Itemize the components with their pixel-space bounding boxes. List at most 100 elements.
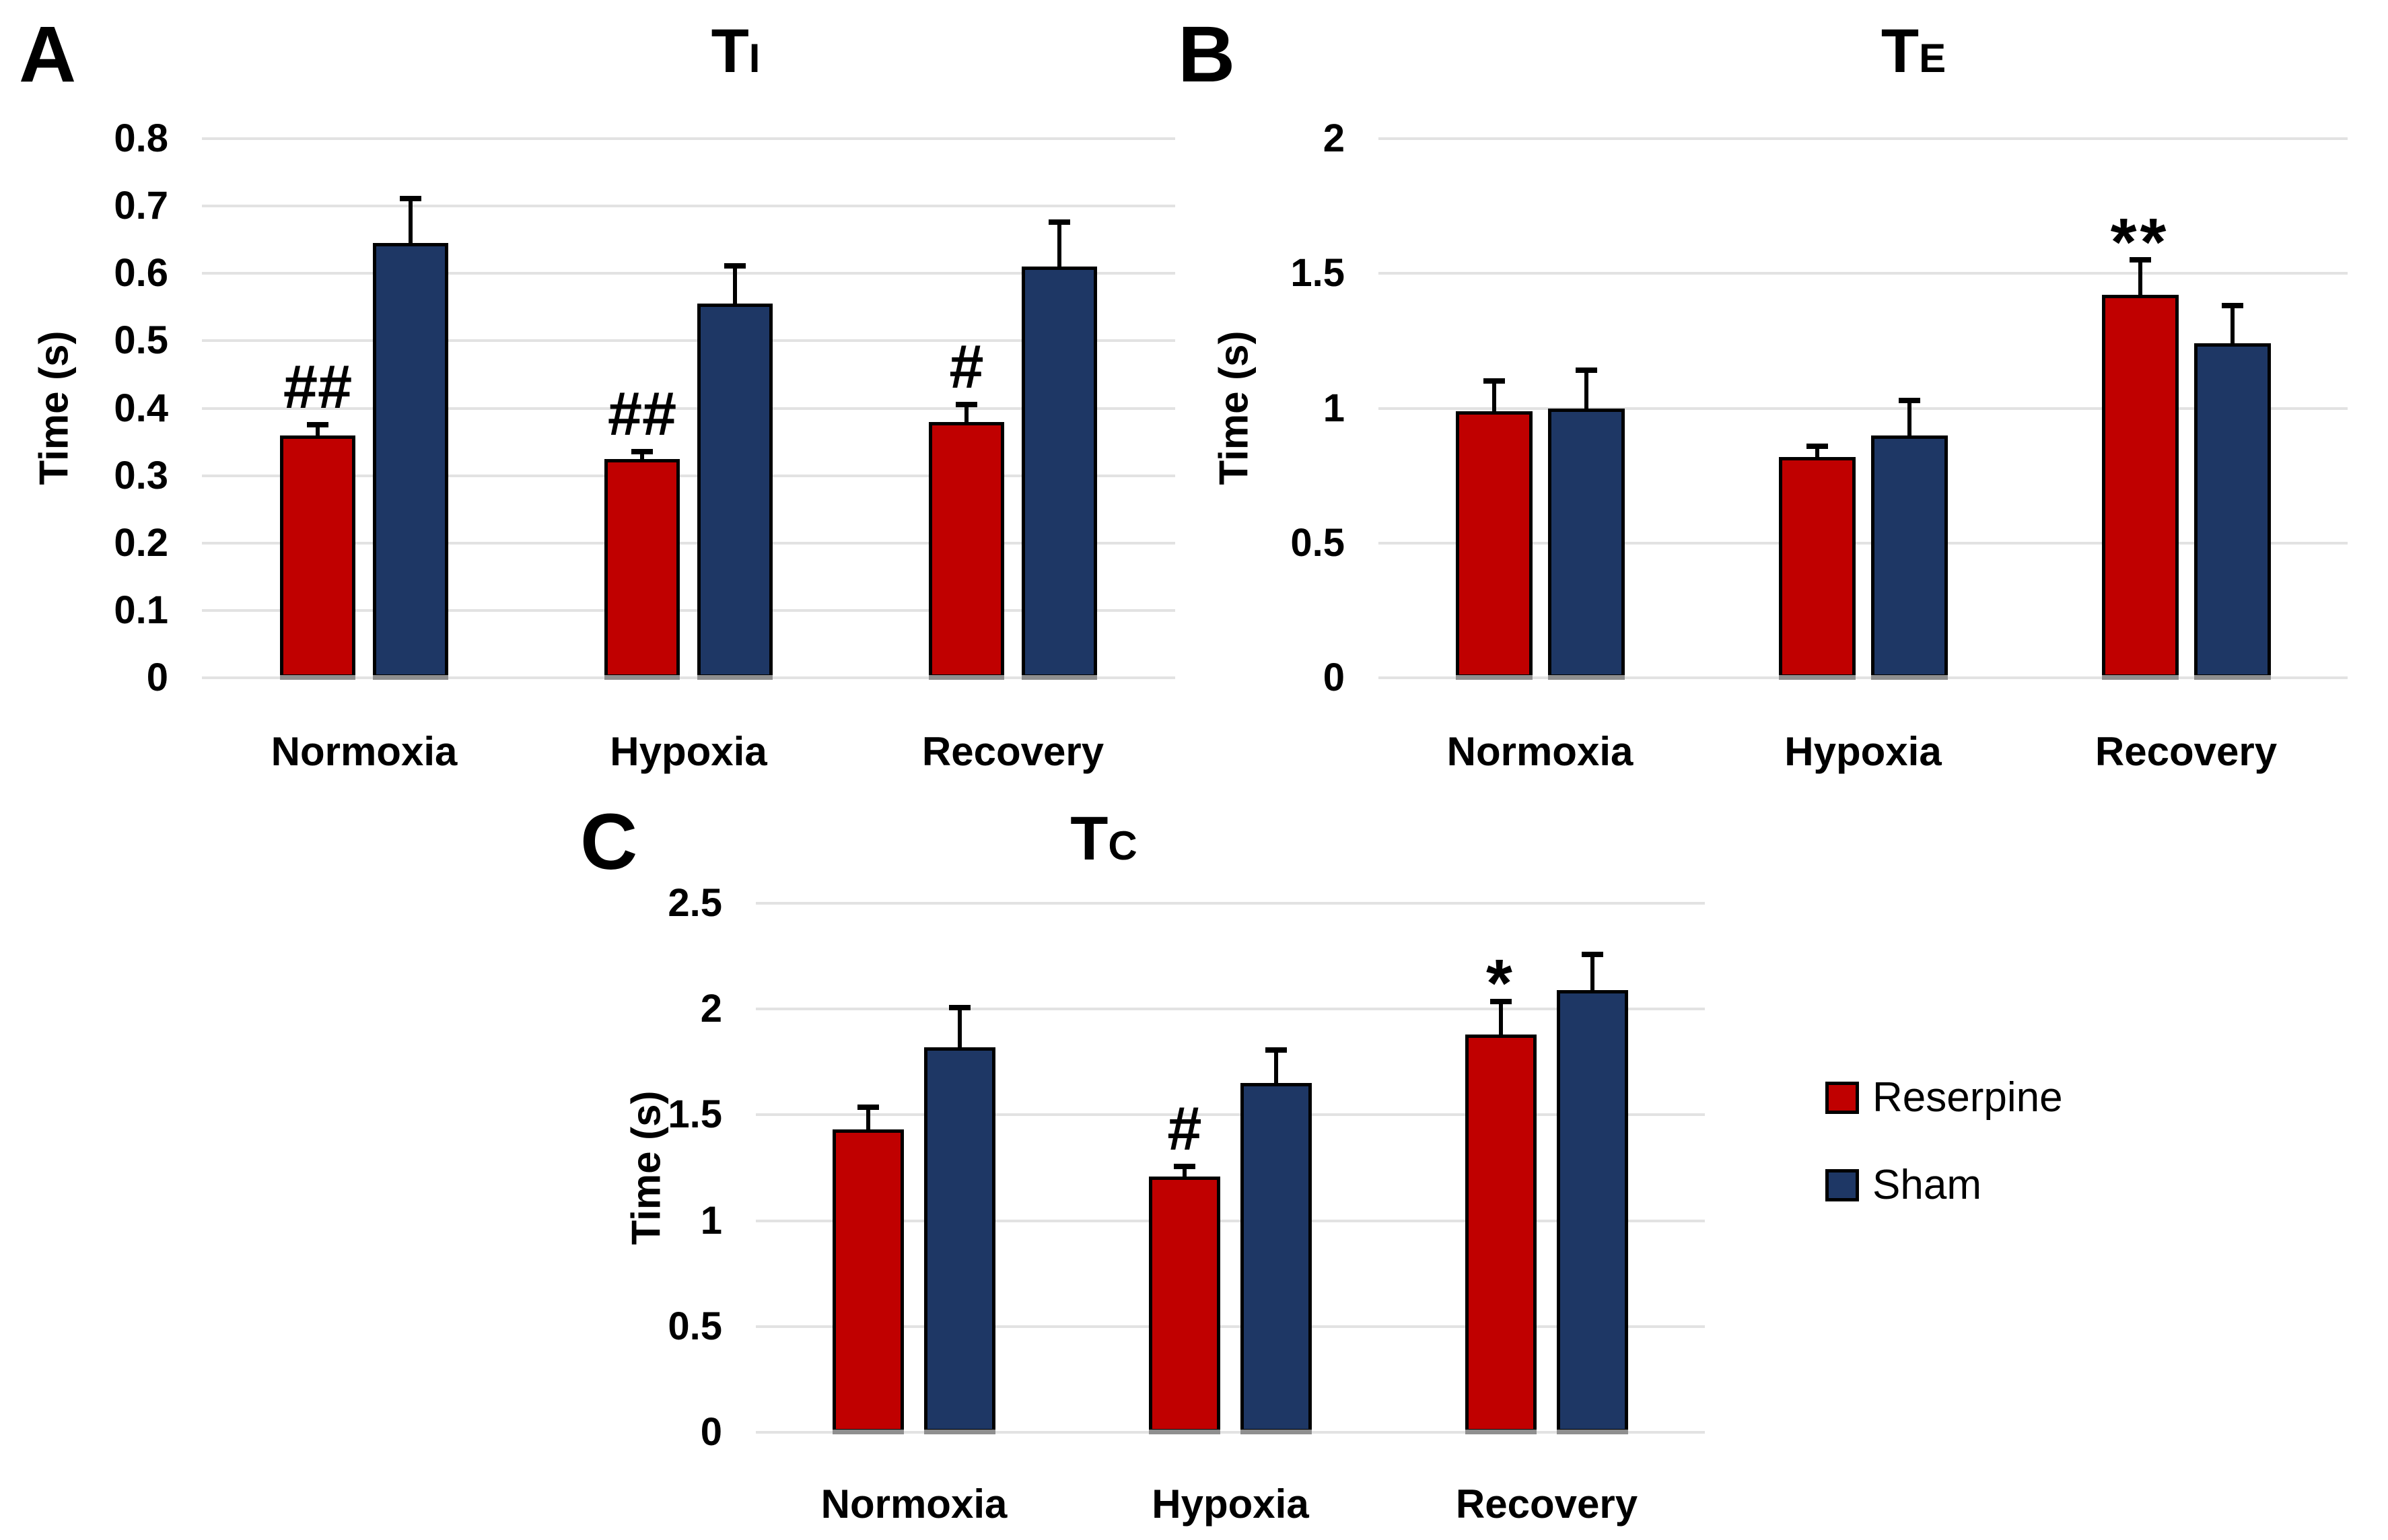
- gridline: [202, 541, 1175, 545]
- bar-group-hypoxia: #: [1149, 903, 1312, 1434]
- bar-slot-sham-normoxia: [1547, 139, 1625, 680]
- significance-marker: #: [949, 332, 984, 401]
- bar-base-shadow: [1455, 675, 1533, 680]
- bar-base-shadow: [924, 1430, 995, 1434]
- x-category-label-hypoxia: Hypoxia: [610, 729, 767, 774]
- error-bar-cap: [1483, 378, 1505, 384]
- bar-base-shadow: [1557, 1430, 1628, 1434]
- y-tick-label: 0: [700, 1410, 722, 1454]
- bar-slot-sham-hypoxia: [1870, 139, 1948, 680]
- bar-reserpine-hypoxia: [604, 458, 680, 680]
- y-tick-label: 0.1: [114, 588, 168, 632]
- x-category-label-recovery: Recovery: [921, 729, 1104, 774]
- chart-title-main: T: [711, 17, 749, 85]
- error-bar-cap: [724, 263, 746, 269]
- bar-base-shadow: [604, 675, 680, 680]
- bar-base-shadow: [1022, 675, 1097, 680]
- error-bar: [1483, 378, 1505, 411]
- gridline: [202, 205, 1175, 208]
- chart-title-subscript: E: [1919, 36, 1946, 81]
- bar-slot-sham-hypoxia: [1240, 903, 1312, 1434]
- error-bar: [1174, 1163, 1195, 1177]
- panel-letter-b: B: [1178, 10, 1236, 99]
- bar-sham-hypoxia: [1870, 435, 1948, 680]
- error-bar: [949, 1004, 971, 1047]
- bar-base-shadow: [1149, 1430, 1220, 1434]
- error-bar: [1490, 998, 1512, 1035]
- error-bar-cap: [1806, 443, 1828, 449]
- error-bar: [400, 196, 421, 244]
- bar-slot-reserpine-hypoxia: #: [1149, 903, 1220, 1434]
- error-bar: [2129, 257, 2151, 295]
- bar-reserpine-normoxia: [833, 1129, 904, 1434]
- bar-slot-reserpine-normoxia: [1455, 139, 1533, 680]
- gridline: [1378, 272, 2348, 275]
- bar-slot-sham-recovery: [1557, 903, 1628, 1434]
- bar-slot-reserpine-normoxia: ##: [280, 139, 355, 680]
- y-tick-label: 1.5: [1290, 251, 1345, 295]
- y-tick-label: 0.3: [114, 453, 168, 497]
- gridline: [202, 474, 1175, 477]
- legend-item-reserpine: Reserpine: [1825, 1076, 2063, 1120]
- error-bar-cap: [2129, 257, 2151, 263]
- bar-base-shadow: [2101, 675, 2179, 680]
- y-tick-label: 2: [1323, 116, 1345, 160]
- bar-base-shadow: [1465, 1430, 1537, 1434]
- y-tick-label: 0.4: [114, 386, 168, 430]
- gridline: [202, 676, 1175, 679]
- error-bar: [2221, 303, 2243, 344]
- bar-group-recovery: *: [1465, 903, 1628, 1434]
- chart-title-c: TC: [1070, 808, 1137, 870]
- gridline: [1378, 407, 2348, 410]
- chart-title-b: TE: [1881, 20, 1946, 82]
- chart-title-main: T: [1070, 804, 1109, 873]
- gridline: [756, 902, 1705, 905]
- error-bar-stem: [1183, 1163, 1187, 1177]
- gridline: [202, 407, 1175, 410]
- gridline: [756, 1008, 1705, 1011]
- error-bar-stem: [316, 421, 320, 435]
- bar-sham-recovery: [2193, 343, 2271, 680]
- bar-sham-normoxia: [924, 1047, 995, 1434]
- error-bar-stem: [2138, 257, 2142, 295]
- sham-swatch-icon: [1825, 1169, 1859, 1201]
- error-bar-stem: [866, 1104, 870, 1130]
- chart-title-subscript: I: [748, 36, 761, 81]
- bar-reserpine-normoxia: [280, 435, 355, 680]
- bar-group-normoxia: [833, 903, 995, 1434]
- error-bar: [1265, 1047, 1287, 1084]
- y-tick-label: 1: [1323, 386, 1345, 430]
- reserpine-swatch-icon: [1825, 1082, 1859, 1114]
- error-bar: [1806, 443, 1828, 457]
- y-tick-label: 0.5: [668, 1304, 722, 1348]
- error-bar-cap: [949, 1004, 971, 1010]
- bar-base-shadow: [373, 675, 448, 680]
- error-bar: [956, 401, 977, 422]
- gridline: [1378, 541, 2348, 545]
- error-bar-stem: [964, 401, 969, 422]
- bar-slot-reserpine-recovery: *: [1465, 903, 1537, 1434]
- legend-item-sham: Sham: [1825, 1163, 2063, 1208]
- bar-base-shadow: [1870, 675, 1948, 680]
- gridline: [202, 137, 1175, 140]
- bar-group-hypoxia: ##: [604, 139, 773, 680]
- gridline: [1378, 676, 2348, 679]
- bar-base-shadow: [697, 675, 773, 680]
- significance-marker: ##: [283, 352, 353, 421]
- bar-group-normoxia: ##: [280, 139, 448, 680]
- error-bar: [724, 263, 746, 304]
- error-bar-cap: [1265, 1047, 1287, 1053]
- error-bar-cap: [1490, 998, 1512, 1004]
- error-bar-stem: [1815, 443, 1819, 457]
- bar-reserpine-recovery: [2101, 295, 2179, 680]
- x-category-label-normoxia: Normoxia: [820, 1481, 1008, 1527]
- bar-reserpine-recovery: [929, 421, 1004, 680]
- error-bar-cap: [1582, 952, 1603, 958]
- bar-slot-reserpine-recovery: #: [929, 139, 1004, 680]
- x-category-label-normoxia: Normoxia: [271, 729, 458, 774]
- error-bar-cap: [2221, 303, 2243, 309]
- bar-slot-sham-hypoxia: [697, 139, 773, 680]
